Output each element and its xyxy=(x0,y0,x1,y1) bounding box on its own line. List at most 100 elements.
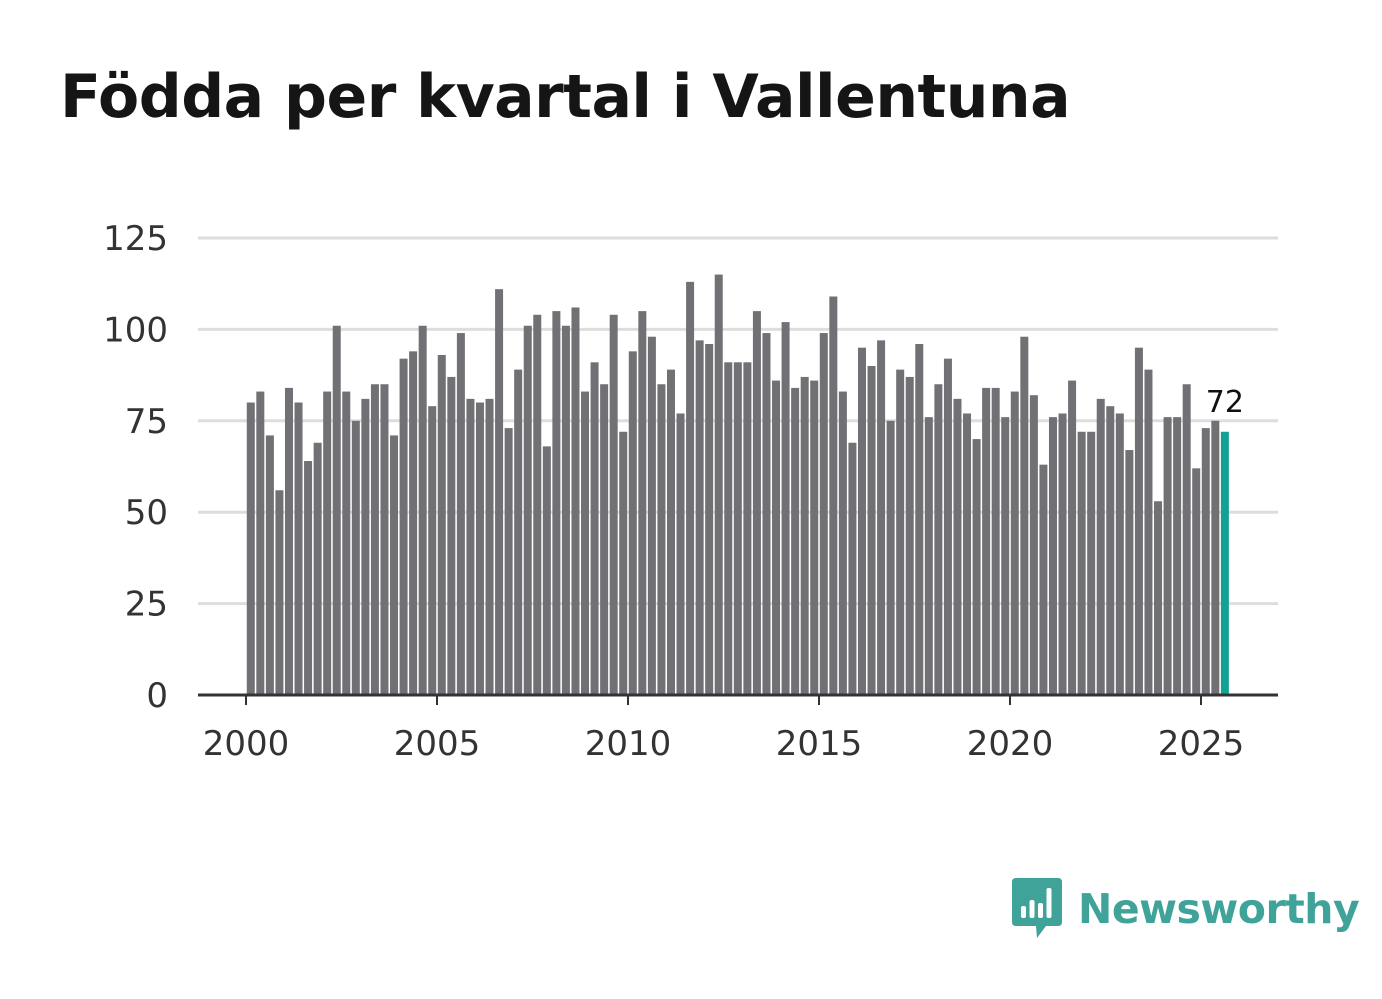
bar xyxy=(323,391,332,695)
bar xyxy=(829,296,838,695)
bar xyxy=(1001,417,1010,695)
bar xyxy=(475,402,484,695)
bar xyxy=(361,398,370,695)
bar xyxy=(1173,417,1182,695)
bar xyxy=(943,358,952,695)
bar xyxy=(1125,450,1134,695)
bar xyxy=(686,281,695,695)
bar xyxy=(504,428,513,695)
bar xyxy=(924,417,933,695)
brand-name: Newsworthy xyxy=(1078,884,1360,933)
y-tick-label: 125 xyxy=(103,219,168,259)
bar xyxy=(600,384,609,695)
bar xyxy=(1134,347,1143,695)
bar xyxy=(390,435,399,695)
bar xyxy=(1077,431,1086,695)
x-axis-labels: 2000 2005 2010 2015 2020 2025 xyxy=(203,724,1245,764)
bar xyxy=(963,413,972,695)
bar xyxy=(284,387,293,695)
bar xyxy=(819,333,828,695)
x-tick-label: 2005 xyxy=(394,724,481,764)
bar xyxy=(1058,413,1067,695)
bar xyxy=(772,380,781,695)
bars xyxy=(246,274,1229,695)
x-tick-label: 2015 xyxy=(776,724,863,764)
bar xyxy=(666,369,675,695)
x-axis xyxy=(198,693,1278,705)
bar xyxy=(275,490,284,695)
y-tick-label: 25 xyxy=(125,585,168,625)
bar xyxy=(972,439,981,695)
annotations: 72 xyxy=(1206,385,1244,420)
y-tick-label: 50 xyxy=(125,493,168,533)
bar xyxy=(1087,431,1096,695)
y-tick-label: 0 xyxy=(146,676,168,716)
bar xyxy=(523,325,532,695)
brand-logo-group: Newsworthy xyxy=(1012,878,1360,940)
y-tick-label: 100 xyxy=(103,310,168,350)
bar xyxy=(1115,413,1124,695)
bar xyxy=(533,314,542,695)
bar xyxy=(676,413,685,695)
y-tick-label: 75 xyxy=(125,402,168,442)
bar xyxy=(800,376,809,695)
bar xyxy=(752,311,761,695)
x-tick-label: 2000 xyxy=(203,724,290,764)
bar xyxy=(370,384,379,695)
last-value-label: 72 xyxy=(1206,385,1244,420)
bar xyxy=(886,420,895,695)
x-tick-label: 2010 xyxy=(585,724,672,764)
bar xyxy=(1048,417,1057,695)
bar xyxy=(399,358,408,695)
bar xyxy=(628,351,637,695)
bar xyxy=(848,442,857,695)
bar xyxy=(571,307,580,695)
bar xyxy=(1106,406,1115,695)
bar xyxy=(695,340,704,695)
highlight-bar xyxy=(1220,431,1229,695)
bar xyxy=(857,347,866,695)
bar xyxy=(982,387,991,695)
bar xyxy=(1163,417,1172,695)
bar xyxy=(332,325,341,695)
bar xyxy=(1182,384,1191,695)
bar xyxy=(485,398,494,695)
bar xyxy=(418,325,427,695)
bar xyxy=(256,391,265,695)
bar xyxy=(838,391,847,695)
bar xyxy=(542,446,551,695)
bar xyxy=(304,461,313,695)
bar xyxy=(265,435,274,695)
bar xyxy=(1154,501,1163,695)
bar xyxy=(351,420,360,695)
bar xyxy=(1029,395,1038,695)
bar xyxy=(514,369,523,695)
bar xyxy=(342,391,351,695)
bar xyxy=(657,384,666,695)
bar xyxy=(1039,464,1048,695)
chart-title: Födda per kvartal i Vallentuna xyxy=(60,62,1071,132)
bar xyxy=(380,384,389,695)
bar xyxy=(619,431,628,695)
bar xyxy=(877,340,886,695)
bar xyxy=(437,354,446,695)
bar xyxy=(915,344,924,695)
bar xyxy=(552,311,561,695)
bar xyxy=(428,406,437,695)
bar xyxy=(1068,380,1077,695)
bar xyxy=(1201,428,1210,695)
bar xyxy=(581,391,590,695)
bar xyxy=(953,398,962,695)
bar xyxy=(762,333,771,695)
bar xyxy=(1096,398,1105,695)
bar xyxy=(246,402,255,695)
bar xyxy=(609,314,618,695)
bar xyxy=(647,336,656,695)
bar xyxy=(495,289,504,695)
bar xyxy=(1192,468,1201,695)
bar xyxy=(791,387,800,695)
bar-chart-speech-bubble-icon xyxy=(1012,878,1062,938)
bar xyxy=(934,384,943,695)
x-tick-label: 2025 xyxy=(1158,724,1245,764)
